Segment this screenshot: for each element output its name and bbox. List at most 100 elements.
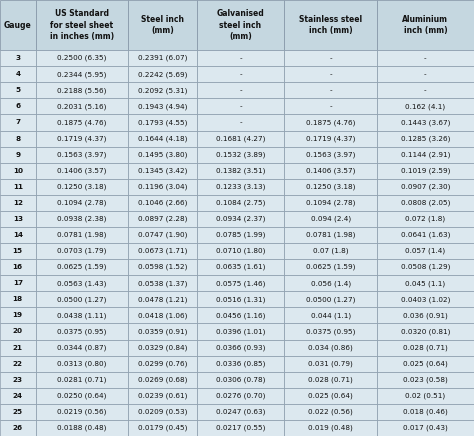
Bar [284, 114, 377, 130]
Text: 0.019 (0.48): 0.019 (0.48) [308, 425, 353, 431]
Text: 0.0781 (1.98): 0.0781 (1.98) [57, 232, 107, 238]
Text: 19: 19 [13, 313, 23, 318]
Bar [0, 371, 36, 388]
Text: 0.0808 (2.05): 0.0808 (2.05) [401, 200, 450, 206]
Text: 0.0598 (1.52): 0.0598 (1.52) [137, 264, 187, 270]
Text: 0.036 (0.91): 0.036 (0.91) [403, 312, 448, 319]
Text: 0.0209 (0.53): 0.0209 (0.53) [137, 409, 187, 415]
Bar [128, 388, 197, 404]
Text: -: - [239, 103, 242, 109]
Bar [128, 371, 197, 388]
Bar [36, 0, 128, 50]
Bar [377, 114, 474, 130]
Text: 0.2242 (5.69): 0.2242 (5.69) [137, 71, 187, 78]
Bar [128, 356, 197, 371]
Bar [128, 130, 197, 146]
Text: 7: 7 [15, 119, 20, 126]
Bar [36, 211, 128, 227]
Text: 0.0500 (1.27): 0.0500 (1.27) [306, 296, 356, 303]
Text: 0.1644 (4.18): 0.1644 (4.18) [137, 135, 187, 142]
Bar [197, 275, 284, 291]
Text: 0.1406 (3.57): 0.1406 (3.57) [57, 167, 107, 174]
Text: 0.057 (1.4): 0.057 (1.4) [405, 248, 446, 254]
Bar [0, 195, 36, 211]
Bar [284, 404, 377, 420]
Text: 0.0217 (0.55): 0.0217 (0.55) [216, 425, 265, 431]
Text: 0.0575 (1.46): 0.0575 (1.46) [216, 280, 265, 286]
Bar [0, 163, 36, 179]
Bar [36, 420, 128, 436]
Text: 0.1046 (2.66): 0.1046 (2.66) [137, 200, 187, 206]
Bar [0, 340, 36, 356]
Text: 0.018 (0.46): 0.018 (0.46) [403, 409, 448, 415]
Text: 0.0239 (0.61): 0.0239 (0.61) [137, 392, 187, 399]
Text: 4: 4 [15, 71, 20, 77]
Bar [36, 82, 128, 99]
Bar [377, 0, 474, 50]
Text: 0.2092 (5.31): 0.2092 (5.31) [137, 87, 187, 94]
Bar [377, 50, 474, 66]
Bar [284, 82, 377, 99]
Text: 0.0907 (2.30): 0.0907 (2.30) [401, 184, 450, 190]
Bar [377, 146, 474, 163]
Bar [36, 243, 128, 259]
Bar [284, 0, 377, 50]
Text: -: - [329, 103, 332, 109]
Text: 0.1094 (2.78): 0.1094 (2.78) [306, 200, 356, 206]
Bar [0, 227, 36, 243]
Text: 17: 17 [13, 280, 23, 286]
Text: 0.0625 (1.59): 0.0625 (1.59) [57, 264, 107, 270]
Text: 0.0320 (0.81): 0.0320 (0.81) [401, 328, 450, 335]
Bar [0, 0, 36, 50]
Text: 0.0269 (0.68): 0.0269 (0.68) [137, 376, 187, 383]
Text: 0.07 (1.8): 0.07 (1.8) [313, 248, 348, 254]
Bar [36, 66, 128, 82]
Text: 0.028 (0.71): 0.028 (0.71) [403, 344, 448, 351]
Text: 0.0179 (0.45): 0.0179 (0.45) [137, 425, 187, 431]
Text: 0.2344 (5.95): 0.2344 (5.95) [57, 71, 107, 78]
Bar [197, 99, 284, 114]
Bar [284, 388, 377, 404]
Bar [128, 324, 197, 340]
Text: 0.1875 (4.76): 0.1875 (4.76) [57, 119, 107, 126]
Bar [377, 291, 474, 307]
Text: 0.034 (0.86): 0.034 (0.86) [308, 344, 353, 351]
Bar [197, 291, 284, 307]
Text: 0.1345 (3.42): 0.1345 (3.42) [137, 167, 187, 174]
Text: 0.0538 (1.37): 0.0538 (1.37) [137, 280, 187, 286]
Text: 0.0710 (1.80): 0.0710 (1.80) [216, 248, 265, 254]
Bar [128, 146, 197, 163]
Bar [128, 227, 197, 243]
Bar [197, 0, 284, 50]
Text: 0.0247 (0.63): 0.0247 (0.63) [216, 409, 265, 415]
Text: 0.1875 (4.76): 0.1875 (4.76) [306, 119, 356, 126]
Bar [284, 340, 377, 356]
Text: 0.0403 (1.02): 0.0403 (1.02) [401, 296, 450, 303]
Bar [377, 211, 474, 227]
Bar [197, 195, 284, 211]
Bar [36, 130, 128, 146]
Text: 0.0219 (0.56): 0.0219 (0.56) [57, 409, 107, 415]
Bar [377, 275, 474, 291]
Bar [36, 259, 128, 275]
Bar [197, 388, 284, 404]
Bar [284, 356, 377, 371]
Bar [0, 114, 36, 130]
Bar [128, 243, 197, 259]
Text: 0.0508 (1.29): 0.0508 (1.29) [401, 264, 450, 270]
Text: Steel inch
(mm): Steel inch (mm) [141, 15, 184, 35]
Text: 0.0375 (0.95): 0.0375 (0.95) [306, 328, 356, 335]
Bar [36, 324, 128, 340]
Text: 18: 18 [13, 296, 23, 302]
Bar [284, 275, 377, 291]
Text: 0.0500 (1.27): 0.0500 (1.27) [57, 296, 107, 303]
Bar [128, 211, 197, 227]
Bar [197, 404, 284, 420]
Bar [0, 404, 36, 420]
Bar [197, 114, 284, 130]
Text: 8: 8 [15, 136, 20, 142]
Text: 0.0329 (0.84): 0.0329 (0.84) [137, 344, 187, 351]
Text: 0.0299 (0.76): 0.0299 (0.76) [137, 361, 187, 367]
Text: 0.1443 (3.67): 0.1443 (3.67) [401, 119, 450, 126]
Bar [128, 99, 197, 114]
